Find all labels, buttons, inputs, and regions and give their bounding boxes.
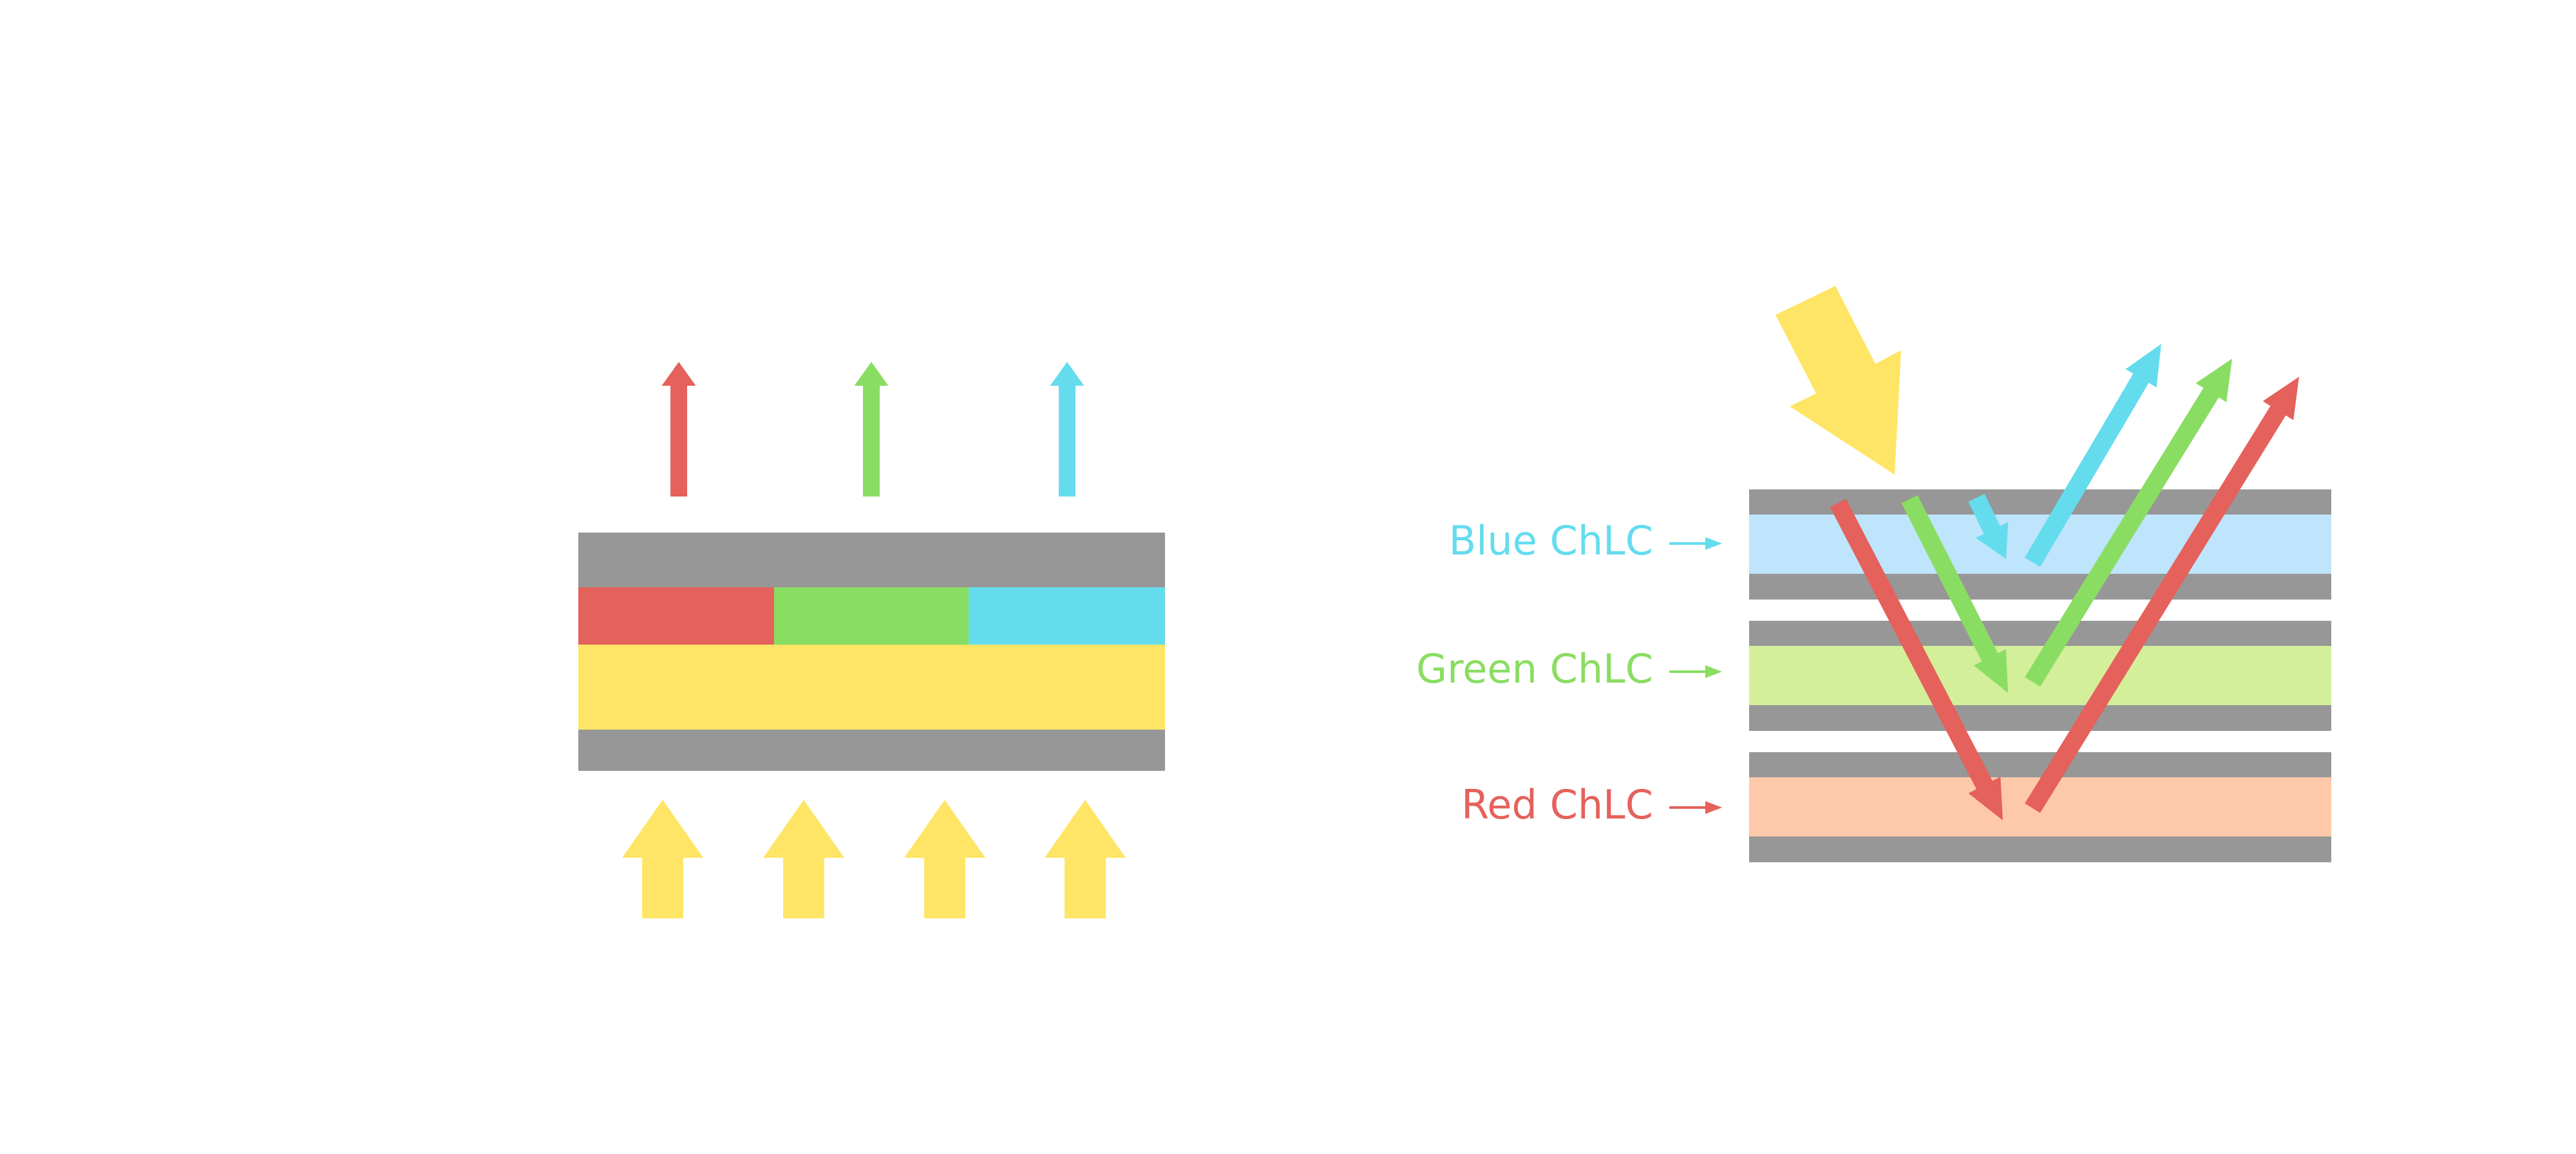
yellow-backlight-layer — [578, 645, 1165, 730]
red-bottom-gray — [1749, 837, 2331, 862]
layer-labels: Blue ChLC Green ChLC Red ChLC — [1416, 517, 1653, 828]
blue-label-pointer — [1669, 537, 1722, 550]
blue-output-arrow — [1050, 362, 1084, 497]
blue-bottom-gray — [1749, 574, 2331, 600]
bottom-gray-layer — [578, 730, 1165, 771]
blue-filter-segment — [969, 587, 1165, 645]
green-incident-ray — [1901, 495, 2008, 693]
incident-light-arrow — [1776, 286, 1901, 475]
red-output-arrow — [661, 362, 696, 497]
backlight-arrow — [622, 800, 703, 918]
red-reflected-ray — [2025, 377, 2299, 813]
reflected-rays — [1830, 344, 2299, 820]
green-top-gray — [1749, 621, 2331, 646]
label-green-chlc: Green ChLC — [1416, 645, 1653, 692]
blue-reflected-ray — [2024, 344, 2161, 567]
left-input-arrows — [622, 800, 1126, 918]
green-filter-segment — [774, 587, 969, 645]
backlight-arrow — [1045, 800, 1126, 918]
red-top-gray — [1749, 752, 2331, 777]
top-gray-layer — [578, 533, 1165, 587]
red-label-pointer — [1669, 801, 1722, 814]
green-reflected-ray — [2025, 359, 2232, 687]
backlight-arrow — [904, 800, 985, 918]
red-incident-ray — [1830, 498, 2003, 820]
green-bottom-gray — [1749, 705, 2331, 731]
blue-incident-ray — [1968, 493, 2009, 559]
label-red-chlc: Red ChLC — [1461, 781, 1653, 828]
red-filter-segment — [578, 587, 774, 645]
left-output-arrows — [661, 362, 1084, 497]
green-output-arrow — [854, 362, 889, 497]
label-blue-chlc: Blue ChLC — [1449, 517, 1653, 564]
backlight-arrow — [763, 800, 844, 918]
left-stack — [578, 533, 1165, 771]
green-label-pointer — [1669, 665, 1722, 678]
label-pointer-arrows — [1669, 537, 1722, 814]
